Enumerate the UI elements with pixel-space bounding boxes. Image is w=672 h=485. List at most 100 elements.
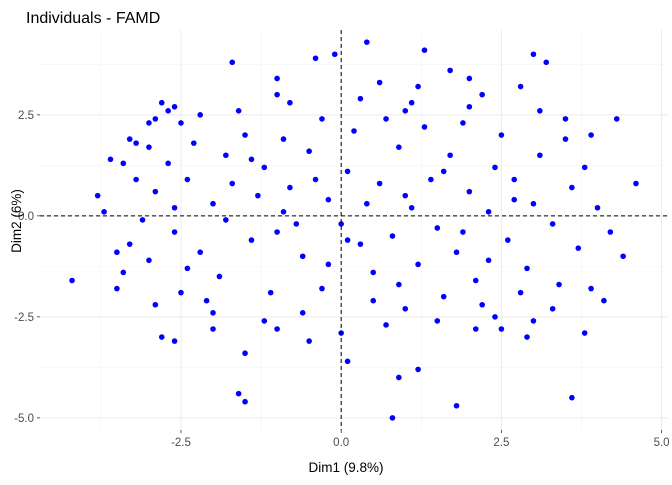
data-point <box>472 326 479 332</box>
x-tick-label: -2.5 <box>171 437 191 449</box>
data-point <box>223 217 229 223</box>
data-point <box>485 257 492 264</box>
data-point <box>434 225 441 231</box>
data-point <box>325 196 332 203</box>
data-point <box>126 136 133 142</box>
data-point <box>197 112 204 118</box>
data-point <box>357 241 364 247</box>
data-point <box>549 305 556 312</box>
data-point <box>447 67 453 74</box>
data-point <box>293 221 300 227</box>
data-point <box>133 176 139 183</box>
data-point <box>601 297 607 304</box>
data-point <box>466 188 473 195</box>
data-point <box>421 124 428 130</box>
data-point <box>101 209 107 215</box>
data-point <box>607 229 614 235</box>
data-point <box>299 310 306 316</box>
data-point <box>440 293 447 300</box>
y-tick-label: 2.5 <box>18 110 34 122</box>
data-point <box>549 221 556 227</box>
data-point <box>479 91 485 98</box>
data-point <box>389 415 396 421</box>
data-point <box>511 196 518 203</box>
data-point <box>312 176 319 183</box>
data-point <box>389 233 396 239</box>
data-point <box>146 120 152 126</box>
data-point <box>428 176 434 183</box>
data-point <box>158 334 165 340</box>
data-point <box>562 116 569 122</box>
data-point <box>306 338 312 344</box>
data-point <box>460 229 466 235</box>
data-point <box>165 108 171 114</box>
data-point <box>537 108 543 114</box>
data-point <box>530 200 537 207</box>
data-point <box>613 116 620 122</box>
data-point <box>569 394 575 401</box>
data-point <box>434 318 441 324</box>
data-point <box>274 326 280 332</box>
data-point <box>248 156 255 163</box>
data-point <box>588 285 594 292</box>
x-tick-label: 2.5 <box>493 437 509 449</box>
data-point <box>620 253 626 260</box>
data-point <box>633 180 639 187</box>
data-point <box>370 297 377 304</box>
data-point <box>376 180 383 187</box>
grid-layer <box>40 30 668 430</box>
data-point <box>492 314 498 320</box>
data-point <box>178 289 184 296</box>
data-point <box>402 305 409 312</box>
data-point <box>498 132 505 138</box>
data-point <box>396 374 402 381</box>
data-point <box>440 168 447 175</box>
data-point <box>171 229 178 235</box>
data-point <box>357 95 364 102</box>
data-point <box>94 192 101 199</box>
data-point <box>171 204 178 211</box>
data-point <box>421 47 428 54</box>
data-point <box>530 51 537 58</box>
x-tick-label: 5.0 <box>654 437 670 449</box>
data-point <box>581 330 588 336</box>
data-point <box>287 184 293 191</box>
data-point <box>517 289 524 296</box>
data-point <box>594 204 601 211</box>
data-point <box>319 116 325 122</box>
data-point <box>511 176 518 183</box>
data-point <box>210 310 216 316</box>
x-tick-label: 0.0 <box>333 437 349 449</box>
data-point <box>120 269 127 276</box>
data-point <box>581 164 588 171</box>
data-point <box>415 366 421 373</box>
data-point <box>261 318 268 324</box>
data-point <box>524 334 530 340</box>
data-point <box>312 55 319 62</box>
data-point <box>408 204 415 211</box>
data-point <box>126 241 133 247</box>
data-point <box>114 285 120 292</box>
data-point <box>543 59 550 66</box>
data-point <box>331 51 338 58</box>
data-point <box>267 289 274 296</box>
data-point <box>299 253 306 260</box>
data-point <box>396 281 402 288</box>
data-point <box>165 160 171 167</box>
data-point <box>203 297 210 304</box>
data-point <box>146 144 152 150</box>
data-point <box>364 200 370 207</box>
data-point <box>504 237 511 243</box>
data-point <box>466 75 473 82</box>
data-point <box>447 152 453 159</box>
data-point <box>396 144 402 150</box>
data-point <box>139 217 146 223</box>
data-point <box>338 221 344 227</box>
data-point <box>524 265 530 272</box>
data-point <box>530 318 537 324</box>
data-point <box>255 192 261 199</box>
data-point <box>242 398 248 405</box>
data-point <box>344 237 351 243</box>
data-point <box>274 229 280 235</box>
